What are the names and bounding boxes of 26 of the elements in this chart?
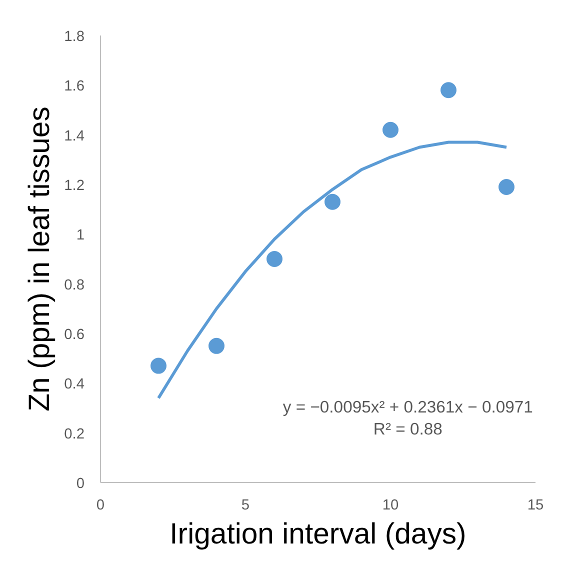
x-tick-label: 0 <box>96 498 105 514</box>
y-tick-label: 1.2 <box>64 178 84 194</box>
y-axis-title: Zn (ppm) in leaf tissues <box>23 106 56 412</box>
y-tick-label: 1.4 <box>64 128 84 144</box>
point <box>266 251 282 267</box>
point <box>440 82 456 98</box>
point <box>150 358 166 374</box>
line-series <box>157 140 508 400</box>
x-tick-label: 15 <box>527 498 544 514</box>
y-tick-label: 0.8 <box>64 277 84 294</box>
annotation: R² = 0.88 <box>373 420 442 438</box>
annotation: y = −0.0095x² + 0.2361x − 0.0971 <box>282 398 533 416</box>
point <box>324 194 340 210</box>
y-tick-label: 0.4 <box>64 376 84 393</box>
y-tick-label: 1.6 <box>64 78 84 95</box>
point <box>498 179 514 195</box>
x-axis-title: Irigation interval (days) <box>170 518 466 550</box>
x-tick-label: 10 <box>382 498 399 514</box>
y-tick-label: 1.8 <box>64 29 84 45</box>
x-tick-label: 5 <box>241 498 250 514</box>
y-tick-label: 0.6 <box>64 327 84 343</box>
y-tick-label: 1 <box>76 228 85 244</box>
y-tick-label: 0.2 <box>64 426 84 442</box>
point <box>382 122 398 138</box>
y-tick-label: 0 <box>76 476 85 492</box>
point <box>208 338 224 354</box>
